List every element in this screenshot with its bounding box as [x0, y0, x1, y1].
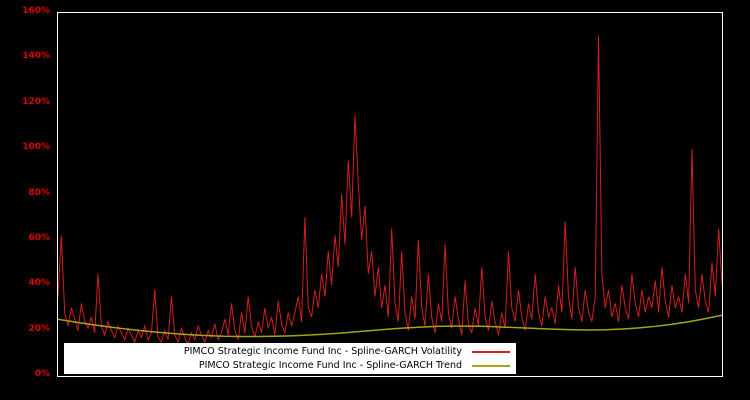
- volatility-line-sample: [472, 350, 510, 353]
- legend: PIMCO Strategic Income Fund Inc - Spline…: [64, 343, 516, 374]
- chart-canvas: [58, 35, 722, 346]
- y-axis-label: 40%: [28, 278, 50, 289]
- trend-line-sample: [472, 364, 510, 367]
- plot-area: PIMCO Strategic Income Fund Inc - Spline…: [57, 12, 723, 377]
- y-axis-label: 80%: [28, 187, 50, 198]
- y-axis-label: 0%: [34, 369, 50, 379]
- series-line: [58, 314, 722, 338]
- legend-label-volatility: PIMCO Strategic Income Fund Inc - Spline…: [183, 346, 462, 357]
- y-axis: 0% 20% 40% 60% 80% 100% 120% 140% 160%: [0, 0, 55, 400]
- y-axis-label: 160%: [22, 6, 50, 16]
- y-axis-label: 20%: [28, 323, 50, 334]
- series-line: [58, 35, 722, 346]
- y-axis-label: 120%: [22, 96, 50, 107]
- legend-item-trend: PIMCO Strategic Income Fund Inc - Spline…: [68, 359, 512, 372]
- legend-item-volatility: PIMCO Strategic Income Fund Inc - Spline…: [68, 345, 512, 358]
- y-axis-label: 100%: [22, 142, 50, 153]
- legend-label-trend: PIMCO Strategic Income Fund Inc - Spline…: [198, 360, 462, 371]
- y-axis-label: 60%: [28, 232, 50, 243]
- y-axis-label: 140%: [22, 51, 50, 62]
